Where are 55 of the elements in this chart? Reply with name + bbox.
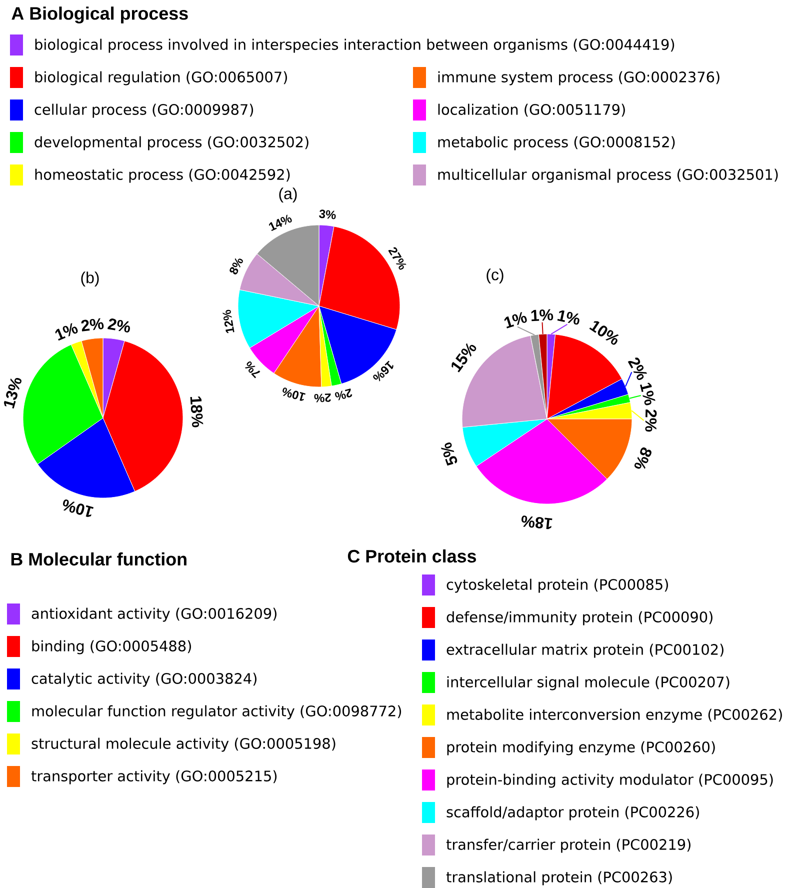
data-label: 1% (55, 322, 78, 341)
legend-label: catalytic activity (GO:0003824) (32, 672, 256, 687)
legend-label: biological process involved in interspecies interaction between organisms (GO:0044419) (35, 38, 674, 53)
chart-title: (c) (486, 268, 504, 284)
data-label: 2% (108, 318, 130, 332)
legend-label: cellular process (GO:0009987) (34, 104, 254, 118)
legend-label: antioxidant activity (GO:0016209) (32, 608, 276, 622)
legend-label: intercellular signal molecule (PC00207) (447, 676, 730, 690)
data-label: 1% (557, 310, 580, 325)
legend-label: protein modifying enzyme (PC00260) (447, 741, 715, 756)
legend-label: metabolite interconversion enzyme (PC00262) (447, 708, 782, 723)
legend-label: scaffold/adaptor protein (PC00226) (446, 806, 699, 820)
chart-title: (b) (81, 272, 99, 286)
legend-label: binding (GO:0005488) (32, 640, 191, 654)
data-label: 8% (634, 447, 652, 470)
data-label: 1% (640, 382, 656, 406)
legend-label: transfer/carrier protein (PC00219) (446, 838, 690, 853)
data-label: 12% (222, 310, 234, 334)
legend-label: molecular function regulator activity (GO:0098772) (32, 705, 402, 720)
legend-title: B Molecular function (11, 552, 186, 566)
data-label: 7% (244, 361, 260, 378)
data-label: 1% (531, 309, 554, 322)
data-label: 2% (645, 409, 657, 432)
legend-label: structural molecule activity (GO:0005198) (32, 738, 336, 752)
legend-label: cytoskeletal protein (PC00085) (446, 578, 668, 593)
data-label: 13% (4, 378, 22, 409)
data-label: 2% (81, 318, 104, 332)
data-label: 18% (190, 396, 204, 428)
data-label: 2% (628, 358, 648, 380)
legend-label: immune system process (GO:0002376) (438, 71, 720, 86)
legend-label: biological regulation (GO:0065007) (35, 71, 287, 86)
data-label: 14% (268, 214, 292, 232)
legend-label: localization (GO:0051179) (438, 104, 625, 117)
legend-label: extracellular matrix protein (PC00102) (446, 644, 724, 658)
legend-label: metabolic process (GO:0008152) (438, 136, 675, 150)
data-label: 10% (282, 388, 306, 401)
legend-label: transporter activity (GO:0005215) (31, 770, 277, 784)
legend-label: defense/immunity protein (PC00090) (446, 611, 712, 626)
legend-title: A Biological process (12, 6, 188, 24)
data-label: 1% (504, 312, 527, 328)
data-label: 2% (335, 388, 352, 400)
data-label: 8% (230, 258, 243, 274)
data-label: 18% (522, 516, 552, 530)
data-label: 2% (314, 393, 331, 402)
legend-label: translational protein (PC00263) (446, 871, 672, 886)
data-label: 5% (440, 442, 458, 466)
data-label: 10% (589, 321, 619, 345)
data-label: 3% (319, 210, 336, 220)
text: (a) (279, 188, 297, 202)
legend-title: C Protein class (348, 549, 476, 563)
legend-label: protein-binding activity modulator (PC00095) (447, 774, 773, 788)
legend-label: homeostatic process (GO:0042592) (35, 168, 290, 183)
data-label: 10% (63, 500, 94, 518)
legend-label: developmental process (GO:0032502) (34, 136, 308, 150)
legend-label: multicellular organismal process (GO:0032501) (438, 168, 778, 183)
